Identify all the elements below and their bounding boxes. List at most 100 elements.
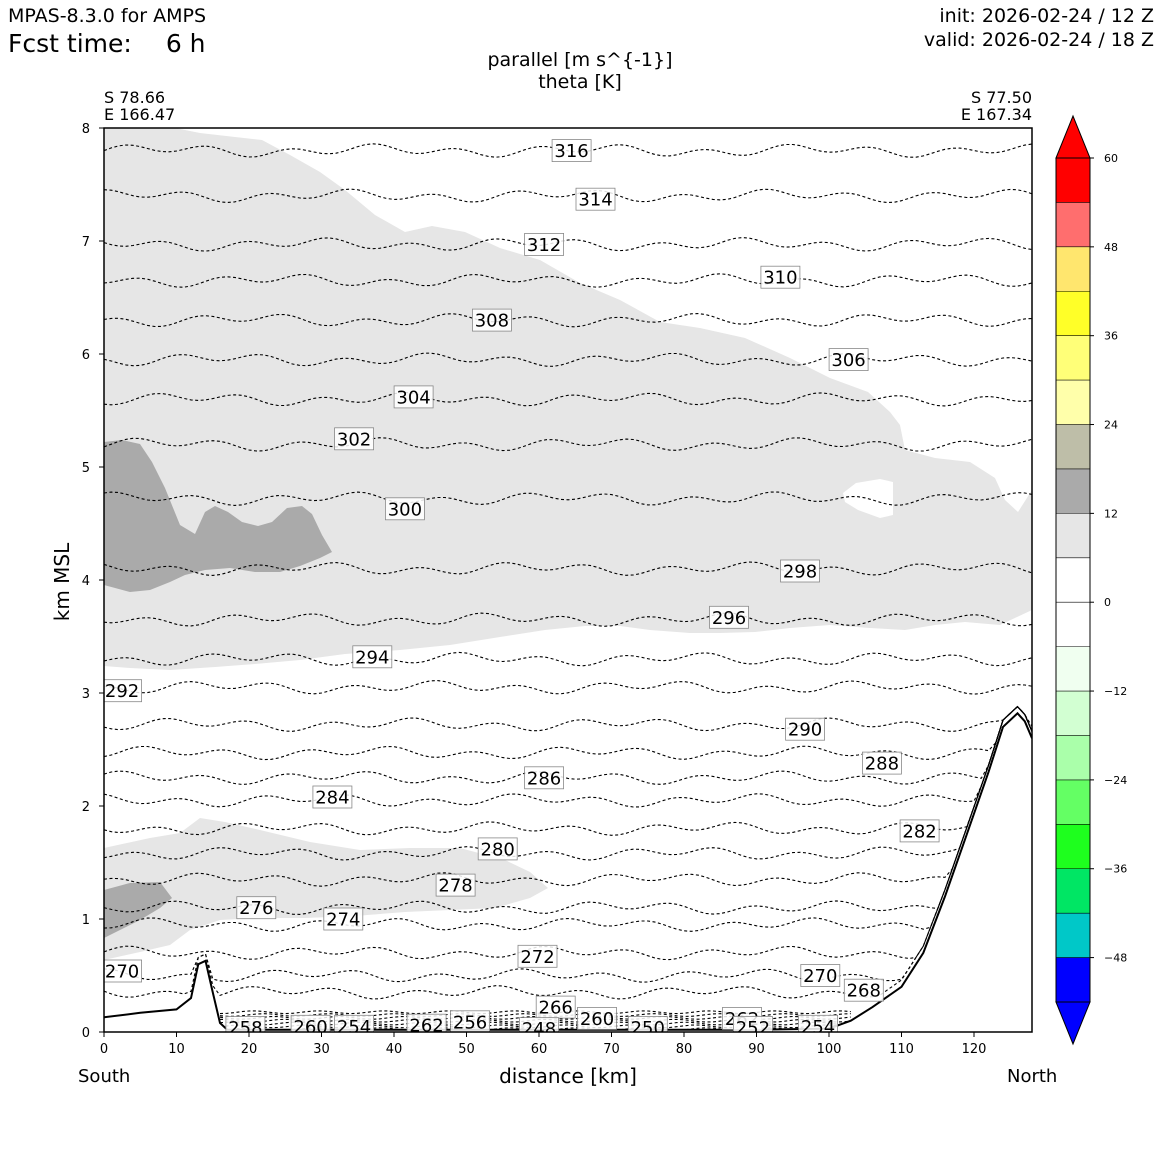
contour-label: 298 bbox=[780, 559, 820, 583]
shade-region-lower-dark bbox=[104, 882, 172, 938]
colorbar-tick-label: −36 bbox=[1104, 863, 1127, 876]
contour-label-box bbox=[519, 1017, 559, 1032]
contour-label-box bbox=[406, 1013, 447, 1032]
contour-label: 262 bbox=[406, 1013, 447, 1032]
colorbar-tick-label: 0 bbox=[1104, 596, 1111, 609]
contour-label-box bbox=[524, 766, 564, 790]
contour-label-layer: 316 314 312 310 308 306 304 302 300 298 296 294 292 2… bbox=[104, 139, 940, 1039]
contour-label-box bbox=[471, 308, 512, 332]
colorbar: 60 48 36 24 12 0 −12 −24 −36 −48 bbox=[1055, 114, 1127, 1046]
colorbar-band bbox=[1056, 691, 1090, 736]
terrain-fill bbox=[104, 713, 1032, 1032]
contour-label: 270 bbox=[800, 964, 841, 987]
contour-label-box bbox=[862, 751, 902, 775]
theta-contour-294 bbox=[104, 651, 1032, 667]
x-axis-label: distance [km] bbox=[499, 1064, 637, 1088]
contour-label: 260 bbox=[290, 1014, 331, 1032]
colorbar-tick-label: 36 bbox=[1104, 330, 1118, 343]
contour-label: 282 bbox=[899, 819, 940, 842]
contour-label: 306 bbox=[828, 348, 869, 371]
colorbar-tick-label: −48 bbox=[1104, 952, 1127, 965]
y-tick-label: 6 bbox=[82, 348, 90, 363]
contour-label-box bbox=[352, 645, 393, 669]
contour-label-box bbox=[780, 559, 820, 583]
contour-label-text: 278 bbox=[438, 876, 472, 897]
chart-subtitle: theta [K] bbox=[538, 71, 622, 93]
contour-label: 276 bbox=[236, 896, 277, 920]
contour-label-text: 306 bbox=[831, 350, 865, 371]
contour-label-box bbox=[334, 1014, 375, 1032]
contour-label-text: 308 bbox=[475, 311, 509, 332]
contour-label: 258 bbox=[225, 1016, 266, 1039]
forecast-time-value: 6 h bbox=[165, 29, 206, 58]
contour-label-text: 290 bbox=[788, 720, 822, 741]
y-tick-label: 3 bbox=[82, 687, 90, 702]
theta-contour-300 bbox=[104, 491, 1032, 506]
contour-label-text: 294 bbox=[355, 647, 389, 668]
contour-label-box bbox=[323, 907, 364, 931]
contour-label-text: 280 bbox=[481, 839, 515, 860]
contour-label-text: 266 bbox=[539, 998, 573, 1019]
contour-label: 300 bbox=[384, 497, 425, 521]
x-tick-label: 50 bbox=[458, 1042, 475, 1057]
y-tick-label: 4 bbox=[82, 574, 90, 589]
contour-label: 292 bbox=[104, 679, 142, 702]
contour-label-text: 302 bbox=[337, 429, 371, 450]
x-tick-label: 110 bbox=[889, 1042, 914, 1057]
colorbar-tick-label: 48 bbox=[1104, 241, 1118, 254]
colorbar-band bbox=[1056, 646, 1090, 692]
init-time: init: 2026-02-24 / 12 Z bbox=[939, 5, 1154, 27]
south-end-label: South bbox=[78, 1066, 131, 1087]
contour-label-box bbox=[236, 896, 277, 920]
colorbar-band bbox=[1056, 957, 1090, 1003]
x-tick-label: 90 bbox=[748, 1042, 765, 1057]
forecast-time-label: Fcst time: bbox=[8, 29, 132, 58]
theta-contour-284 bbox=[104, 705, 1032, 808]
theta-contour-308 bbox=[104, 313, 1032, 328]
contour-label: 314 bbox=[575, 187, 616, 211]
contour-label-text: 284 bbox=[315, 788, 349, 809]
x-tick-label: 30 bbox=[313, 1042, 330, 1057]
contour-label-box bbox=[450, 1010, 491, 1032]
colorbar-band bbox=[1056, 557, 1090, 603]
theta-contour-298 bbox=[104, 561, 1032, 576]
theta-contour-310 bbox=[104, 273, 1032, 288]
contour-label-box bbox=[477, 837, 518, 861]
contour-label: 254 bbox=[798, 1014, 838, 1032]
contour-label: 254 bbox=[334, 1014, 375, 1038]
contour-label-text: 254 bbox=[337, 1017, 371, 1038]
contour-label-text: 258 bbox=[228, 1018, 262, 1039]
theta-contour-314 bbox=[104, 188, 1032, 204]
surface-contour bbox=[219, 1010, 851, 1015]
theta-contour-282 bbox=[104, 705, 1032, 836]
colorbar-band bbox=[1056, 513, 1090, 559]
contour-label: 294 bbox=[352, 645, 393, 669]
contour-label-text: 270 bbox=[803, 966, 837, 987]
contour-label-text: 286 bbox=[527, 768, 561, 789]
x-tick-label: 120 bbox=[962, 1042, 987, 1057]
contour-label-box bbox=[575, 187, 616, 211]
contour-label-box bbox=[733, 1016, 773, 1032]
theta-contour-312 bbox=[104, 237, 1032, 252]
shade-region-upper-dark bbox=[104, 440, 332, 592]
contour-label: 302 bbox=[334, 427, 375, 450]
forecast-time: Fcst time: 6 h bbox=[8, 29, 206, 58]
x-tick-label: 40 bbox=[386, 1042, 403, 1057]
contour-label-text: 256 bbox=[453, 1012, 487, 1033]
contour-label-text: 270 bbox=[105, 962, 139, 983]
colorbar-tick-label: 12 bbox=[1104, 507, 1118, 520]
colorbar-band bbox=[1056, 602, 1090, 648]
theta-contour-306 bbox=[104, 352, 1032, 367]
contour-label-box bbox=[785, 717, 825, 741]
theta-contour-286 bbox=[104, 705, 1032, 785]
colorbar-band bbox=[1056, 246, 1090, 292]
contour-label-text: 304 bbox=[396, 387, 430, 408]
contour-label: 290 bbox=[785, 717, 825, 741]
surface-contour bbox=[219, 1013, 851, 1017]
end-latitude: S 77.50 bbox=[970, 88, 1032, 107]
y-tick-label: 8 bbox=[82, 122, 90, 137]
colorbar-band bbox=[1056, 202, 1090, 248]
contour-label-box bbox=[393, 385, 434, 409]
contour-label-box bbox=[384, 497, 425, 521]
y-tick-label: 5 bbox=[82, 461, 90, 476]
